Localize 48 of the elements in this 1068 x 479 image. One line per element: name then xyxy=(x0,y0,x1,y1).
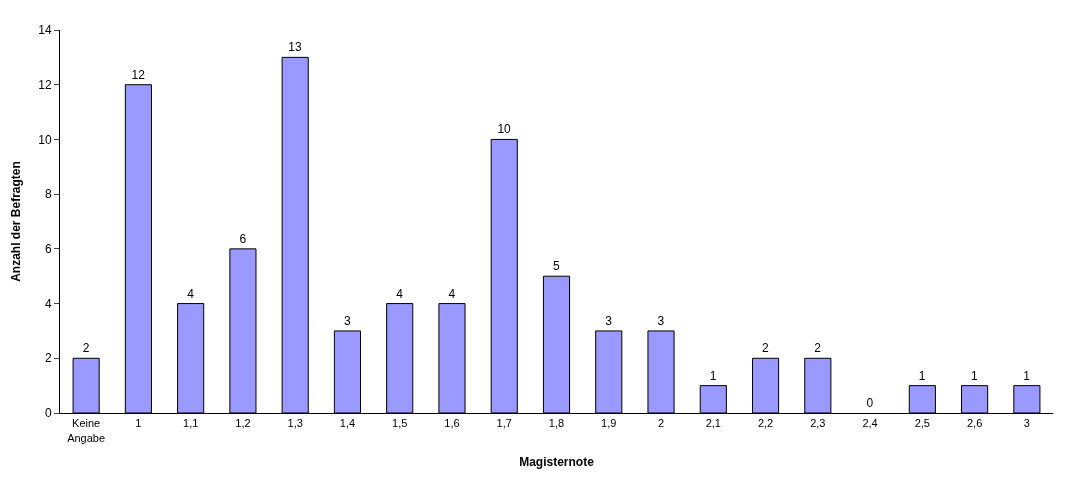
data-label: 4 xyxy=(187,286,195,301)
x-tick-label: 2,4 xyxy=(862,417,878,430)
x-tick-label: 2,5 xyxy=(914,417,930,430)
x-tick-label: 1,6 xyxy=(444,417,460,430)
data-label: 5 xyxy=(553,259,560,274)
data-label: 2 xyxy=(762,341,770,356)
x-tick-label: 2,2 xyxy=(757,417,774,430)
x-tick-label: 1,3 xyxy=(287,417,303,430)
data-label: 10 xyxy=(497,122,512,137)
data-label: 2 xyxy=(82,341,90,356)
x-tick-label: 1,1 xyxy=(183,417,199,430)
y-tick-label: 12 xyxy=(38,77,52,92)
y-tick-label: 14 xyxy=(38,23,52,38)
y-tick-label: 8 xyxy=(44,187,52,202)
data-label: 1 xyxy=(1023,368,1031,383)
x-tick-label: 1,4 xyxy=(339,417,356,430)
data-label: 4 xyxy=(448,286,456,301)
x-tick-label: 1,9 xyxy=(601,417,617,430)
x-tick-label: 3 xyxy=(1023,417,1030,430)
y-tick-label: 0 xyxy=(44,406,52,421)
data-label: 3 xyxy=(657,313,665,328)
x-tick-label: 1,8 xyxy=(548,417,565,430)
data-label: 13 xyxy=(288,40,303,55)
x-tick-label: Keine Angabe xyxy=(67,417,106,444)
data-label: 3 xyxy=(605,313,613,328)
data-label: 2 xyxy=(814,341,822,356)
y-tick-label: 6 xyxy=(44,242,52,257)
data-label: 6 xyxy=(239,231,247,246)
y-axis-title: Anzahl der Befragten xyxy=(8,161,23,282)
x-tick-label: 2,3 xyxy=(810,417,826,430)
x-tick-label: 1,2 xyxy=(235,417,251,430)
x-tick-label: 2,1 xyxy=(705,417,721,430)
x-tick-label: 2,6 xyxy=(966,417,983,430)
data-label: 0 xyxy=(866,396,874,410)
data-label: 1 xyxy=(918,368,926,383)
x-tick-label: 2 xyxy=(657,417,665,430)
data-label: 3 xyxy=(343,313,351,328)
y-tick-label: 4 xyxy=(44,296,52,311)
x-tick-label: 1 xyxy=(135,417,142,430)
data-label: 1 xyxy=(709,368,717,383)
x-axis-title: Magisternote xyxy=(519,455,595,470)
data-label: 4 xyxy=(396,286,404,301)
data-label: 12 xyxy=(131,67,146,82)
y-tick-label: 10 xyxy=(38,132,52,147)
x-tick-label: 1,5 xyxy=(392,417,408,430)
y-tick-label: 2 xyxy=(44,351,52,366)
data-label: 1 xyxy=(971,368,979,383)
x-tick-label: 1,7 xyxy=(496,417,512,430)
